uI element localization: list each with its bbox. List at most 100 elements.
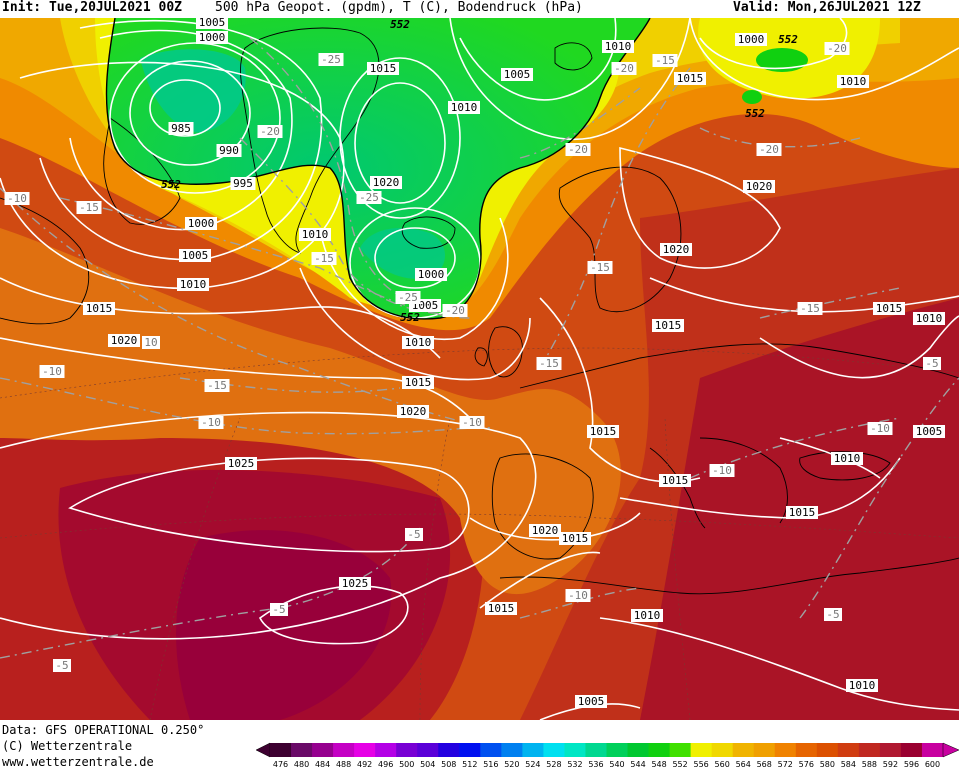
isotherm-label-box — [204, 379, 230, 392]
isobar-1010-east — [759, 315, 959, 379]
isobar-label-box — [177, 278, 209, 291]
isobar-label: 1000 — [735, 33, 767, 46]
isotherm-label-box — [824, 608, 842, 621]
colorbar-level-label: 476 — [273, 760, 288, 768]
colorbar-swatch — [879, 743, 902, 757]
isotherm-label-box — [311, 252, 337, 265]
colorbar-swatch — [354, 743, 376, 757]
svalbard-coast — [554, 42, 593, 71]
atlantic-ridge-center — [176, 530, 392, 720]
isobar-1000-south-low — [374, 227, 456, 289]
colorbar-swatch — [459, 743, 481, 757]
isobar-label-text: 1015 — [677, 72, 704, 85]
isotherm-label-text: -5 — [407, 528, 420, 541]
isotherm-label: -5 — [824, 608, 842, 621]
geopotential-label: 552 — [778, 33, 798, 46]
isobar-label: 1005 — [501, 68, 533, 81]
colorbar-swatch — [690, 743, 713, 757]
isotherm-label: -10 — [867, 422, 893, 435]
isobar-label-text: 1020 — [746, 180, 773, 193]
isobar-1015-iberia — [479, 551, 601, 609]
colorbar-swatch — [606, 743, 629, 757]
isotherm-label-text: -20 — [568, 143, 588, 156]
isobar-label: 1015 — [402, 376, 434, 389]
black-sea-coast — [799, 451, 891, 481]
colorbar-level-label: 596 — [904, 760, 919, 768]
isobar-1015-east — [649, 277, 959, 313]
isobar-label: 1020 — [397, 405, 429, 418]
isotherm-label: -15 — [652, 54, 678, 67]
isobar-label-box — [402, 376, 434, 389]
isobar-label-box — [575, 695, 607, 708]
isotherm-label-text: -10 — [462, 416, 482, 429]
isobar-label-text: 1015 — [789, 506, 816, 519]
isobar-1010-west — [0, 61, 345, 290]
map-header: Init: Tue,20JUL2021 00Z 500 hPa Geopot. … — [0, 0, 959, 18]
isotherm-label: -10 — [4, 192, 30, 205]
geopotential-label: 552 — [400, 311, 420, 324]
isobar-label-box — [559, 532, 591, 545]
isobar-1020-atlantic — [0, 411, 537, 640]
colorbar-level-label: 556 — [694, 760, 709, 768]
isobar-label: 1005 — [575, 695, 607, 708]
colorbar-level-label: 520 — [504, 760, 519, 768]
british-isles-coast — [474, 326, 523, 378]
isotherm-label: -25 — [318, 53, 344, 66]
colorbar-level-label: 544 — [630, 760, 645, 768]
isobar-label-box — [735, 33, 767, 46]
isotherm-label-text: -15 — [539, 357, 559, 370]
continental-europe-coast — [519, 343, 959, 389]
colorbar-low-arrow — [255, 742, 271, 758]
isotherm-label: -10 — [459, 416, 485, 429]
isobar-1015-south-low — [299, 267, 531, 381]
isobar-label-box — [660, 243, 692, 256]
valid-time-label: Valid: Mon,26JUL2021 12Z — [733, 0, 921, 15]
isobar-1015-greenland-high — [339, 57, 461, 219]
colorbar-swatch — [312, 743, 334, 757]
isotherm-label: -15 — [204, 379, 230, 392]
isobar-label-box — [786, 506, 818, 519]
isobar-label: 1010 — [448, 101, 480, 114]
isotherm-label-text: -15 — [314, 252, 334, 265]
colorbar-level-label: 580 — [820, 760, 835, 768]
colorbar-level-label: 492 — [357, 760, 372, 768]
colorbar-level-label: 532 — [567, 760, 582, 768]
colorbar-level-label: 508 — [441, 760, 456, 768]
isobar-label-text: 1000 — [199, 31, 226, 44]
isobar-label-box — [83, 302, 115, 315]
isotherm-label-box — [270, 603, 288, 616]
geopotential-label: 552 — [161, 178, 181, 191]
isotherm-label: -20 — [442, 304, 468, 317]
isobar-label-box — [587, 425, 619, 438]
colorbar-swatch — [417, 743, 439, 757]
isobar-label-text: 1005 — [199, 18, 226, 29]
isotherm-minus-10-south — [519, 587, 641, 619]
isobar-label-text: 1010 — [849, 679, 876, 692]
isotherm-label-box — [611, 62, 637, 75]
isobar-label: 1015 — [873, 302, 905, 315]
isotherm-label: -15 — [797, 302, 823, 315]
isobar-label-box — [370, 176, 402, 189]
temperature-labels: -25 -20 -25 -10 -15 -15 -25 -20 10 -10 -15 -10 -10 -1… — [4, 42, 941, 672]
isobar-label-text: 1015 — [370, 62, 397, 75]
colorbar-swatch — [291, 743, 313, 757]
isobar-1015-west — [0, 277, 441, 359]
isotherm-label: -10 — [709, 464, 735, 477]
isobar-label: 1005 — [196, 18, 228, 29]
isotherm-label: -5 — [405, 528, 423, 541]
isobar-label: 1020 — [529, 524, 561, 537]
colorbar-swatch — [858, 743, 881, 757]
isotherm-label-text: -15 — [800, 302, 820, 315]
isotherm-label-box — [536, 357, 562, 370]
isobar-label-text: 1000 — [188, 217, 215, 230]
isotherm-label-text: -15 — [79, 201, 99, 214]
colorbar-level-label: 564 — [736, 760, 751, 768]
isotherm-label-text: -10 — [870, 422, 890, 435]
colorbar-level-label: 584 — [841, 760, 856, 768]
mid-latitude-orange-band — [0, 228, 621, 595]
isotherm-label-box — [867, 422, 893, 435]
iberia-coast — [491, 453, 594, 560]
isobar-label-box — [216, 144, 242, 157]
isobar-label-text: 1015 — [405, 376, 432, 389]
isotherm-label-text: -10 — [42, 365, 62, 378]
